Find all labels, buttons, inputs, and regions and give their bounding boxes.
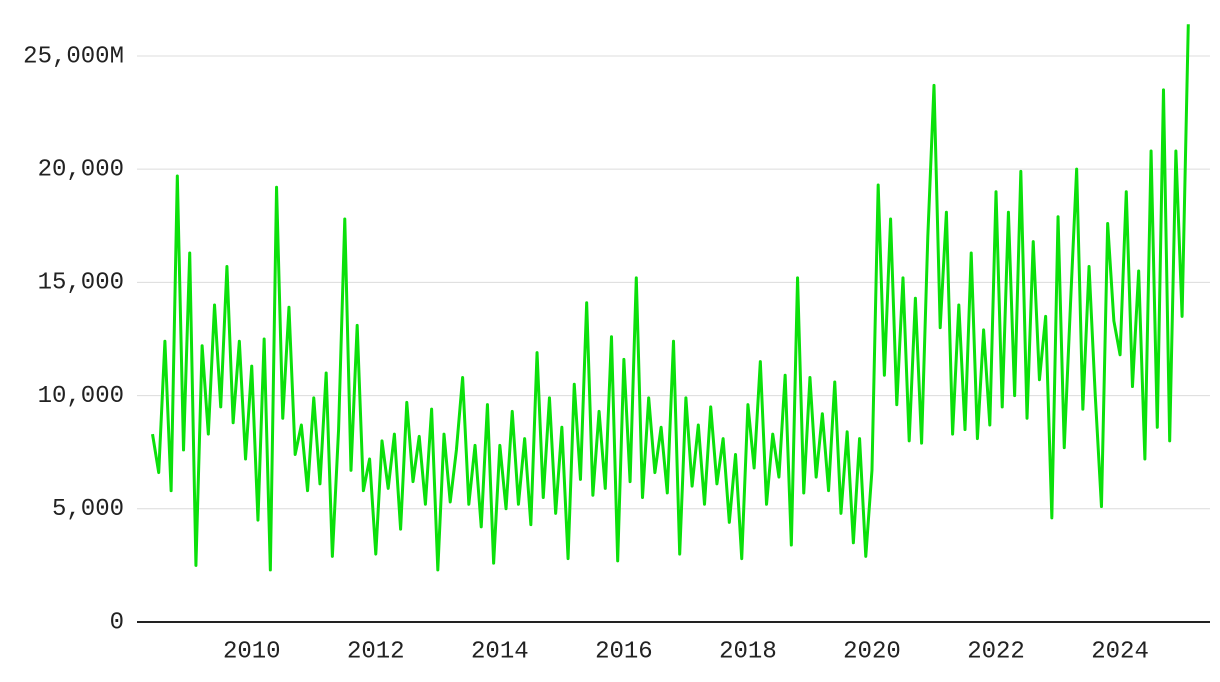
x-tick-label: 2018 xyxy=(719,638,777,665)
y-tick-label: 10,000 xyxy=(38,383,124,410)
x-tick-label: 2010 xyxy=(223,638,281,665)
y-tick-label: 25,000M xyxy=(23,43,124,70)
x-tick-label: 2016 xyxy=(595,638,653,665)
x-tick-label: 2024 xyxy=(1091,638,1149,665)
x-tick-label: 2020 xyxy=(843,638,901,665)
x-tick-label: 2022 xyxy=(967,638,1025,665)
x-tick-label: 2014 xyxy=(471,638,529,665)
data-line xyxy=(151,24,1190,572)
y-tick-label: 20,000 xyxy=(38,157,124,184)
x-tick-label: 2012 xyxy=(347,638,405,665)
y-tick-label: 15,000 xyxy=(38,270,124,297)
y-tick-label: 0 xyxy=(110,609,124,636)
y-tick-label: 5,000 xyxy=(52,496,124,523)
